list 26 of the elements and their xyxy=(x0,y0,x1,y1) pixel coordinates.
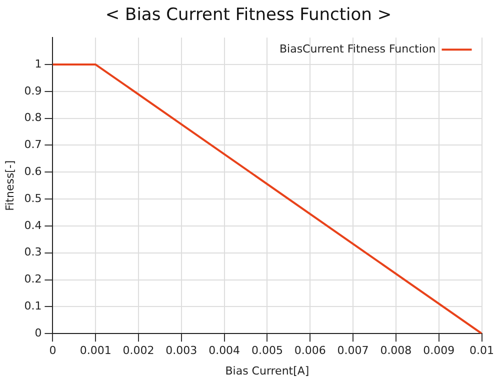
x-tick-label: 0.001 xyxy=(80,344,112,358)
x-tick-label: 0.007 xyxy=(337,344,369,358)
y-tick-label: 0.3 xyxy=(24,246,42,259)
y-tick-label: 0 xyxy=(34,326,42,340)
chart-title: < Bias Current Fitness Function > xyxy=(104,4,393,27)
x-tick-label: 0 xyxy=(49,344,56,358)
x-tick-label: 0.008 xyxy=(380,344,412,358)
x-tick-label: 0.006 xyxy=(294,344,326,358)
y-tick-label: 0.4 xyxy=(24,218,42,232)
y-tick-label: 1 xyxy=(34,57,42,70)
y-tick-label: 0.5 xyxy=(24,192,42,205)
y-tick-label: 0.9 xyxy=(24,84,42,98)
x-tick-label: 0.01 xyxy=(470,344,494,358)
y-tick-label: 0.8 xyxy=(24,111,42,124)
x-tick-label: 0.002 xyxy=(122,344,154,358)
y-axis-title: Fitness[-] xyxy=(3,160,16,211)
legend-label: BiasCurrent Fitness Function xyxy=(279,42,436,56)
y-tick-label: 0.6 xyxy=(24,165,42,178)
x-tick-label: 0.009 xyxy=(423,344,455,358)
x-axis-title: Bias Current[A] xyxy=(225,364,310,378)
y-tick-label: 0.1 xyxy=(24,300,42,313)
x-tick-label: 0.003 xyxy=(166,344,198,358)
x-tick-label: 0.004 xyxy=(208,344,240,358)
y-tick-label: 0.2 xyxy=(24,272,42,286)
x-tick-label: 0.005 xyxy=(251,344,283,358)
y-tick-label: 0.7 xyxy=(24,138,42,152)
